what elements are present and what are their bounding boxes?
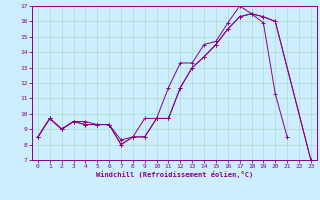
X-axis label: Windchill (Refroidissement éolien,°C): Windchill (Refroidissement éolien,°C) bbox=[96, 171, 253, 178]
